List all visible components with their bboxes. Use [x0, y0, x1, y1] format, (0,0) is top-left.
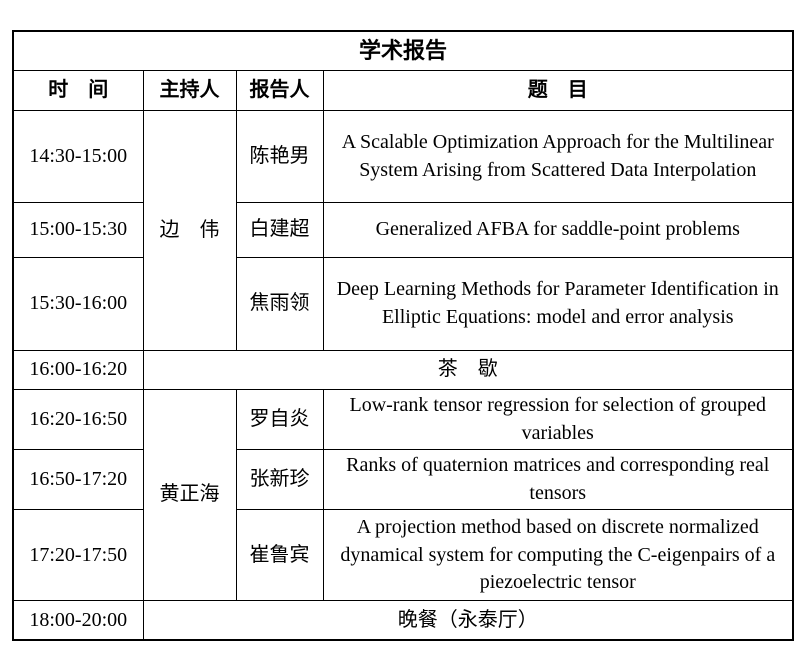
- dinner-row: 18:00-20:00 晚餐（永泰厅）: [12, 600, 794, 641]
- header-speaker: 报告人: [235, 70, 324, 111]
- table-row: 16:20-16:50 黄正海 罗自炎 Low-rank tensor regr…: [12, 388, 794, 602]
- topic-cell: Deep Learning Methods for Parameter Iden…: [322, 257, 794, 351]
- table-row: 17:20-17:50 崔鲁宾 A projection method base…: [12, 509, 794, 602]
- break-cell: 茶 歇: [142, 350, 794, 390]
- time-cell: 16:50-17:20: [12, 449, 144, 511]
- speaker-cell: 崔鲁宾: [235, 509, 324, 602]
- time-cell: 18:00-20:00: [12, 600, 144, 641]
- time-cell: 17:20-17:50: [12, 509, 144, 602]
- header-host: 主持人: [142, 70, 237, 111]
- topic-cell: Low-rank tensor regression for selection…: [322, 388, 794, 451]
- table-row: 16:50-17:20 张新珍 Ranks of quaternion matr…: [12, 449, 794, 511]
- dinner-cell: 晚餐（永泰厅）: [142, 600, 794, 641]
- topic-cell: Generalized AFBA for saddle-point proble…: [322, 202, 794, 258]
- break-row: 16:00-16:20 茶 歇: [12, 350, 794, 390]
- table-row: 14:30-15:00 边 伟 陈艳男 A Scalable Optimizat…: [12, 110, 794, 351]
- topic-cell: A projection method based on discrete no…: [322, 509, 794, 602]
- speaker-cell: 白建超: [235, 202, 324, 258]
- table-row: 15:00-15:30 白建超 Generalized AFBA for sad…: [12, 202, 794, 258]
- column-header-row: 时 间 主持人 报告人 题 目: [12, 70, 794, 111]
- time-cell: 15:00-15:30: [12, 202, 144, 258]
- schedule-table: 学术报告 时 间 主持人 报告人 题 目 14:30-15:00 边 伟 陈艳男…: [12, 30, 795, 642]
- time-cell: 16:00-16:20: [12, 350, 144, 390]
- speaker-cell: 张新珍: [235, 449, 324, 511]
- table-title-row: 学术报告: [12, 30, 794, 71]
- header-topic: 题 目: [322, 70, 794, 111]
- speaker-cell: 陈艳男: [235, 110, 324, 203]
- topic-cell: A Scalable Optimization Approach for the…: [322, 110, 794, 203]
- table-row: 15:30-16:00 焦雨领 Deep Learning Methods fo…: [12, 257, 794, 351]
- table-title: 学术报告: [12, 30, 794, 71]
- time-cell: 14:30-15:00: [12, 110, 144, 203]
- header-time: 时 间: [12, 70, 144, 111]
- host-cell: 黄正海: [142, 388, 237, 602]
- host-cell: 边 伟: [142, 110, 237, 351]
- time-cell: 16:20-16:50: [12, 388, 144, 451]
- speaker-cell: 罗自炎: [235, 388, 324, 451]
- time-cell: 15:30-16:00: [12, 257, 144, 351]
- topic-cell: Ranks of quaternion matrices and corresp…: [322, 449, 794, 511]
- speaker-cell: 焦雨领: [235, 257, 324, 351]
